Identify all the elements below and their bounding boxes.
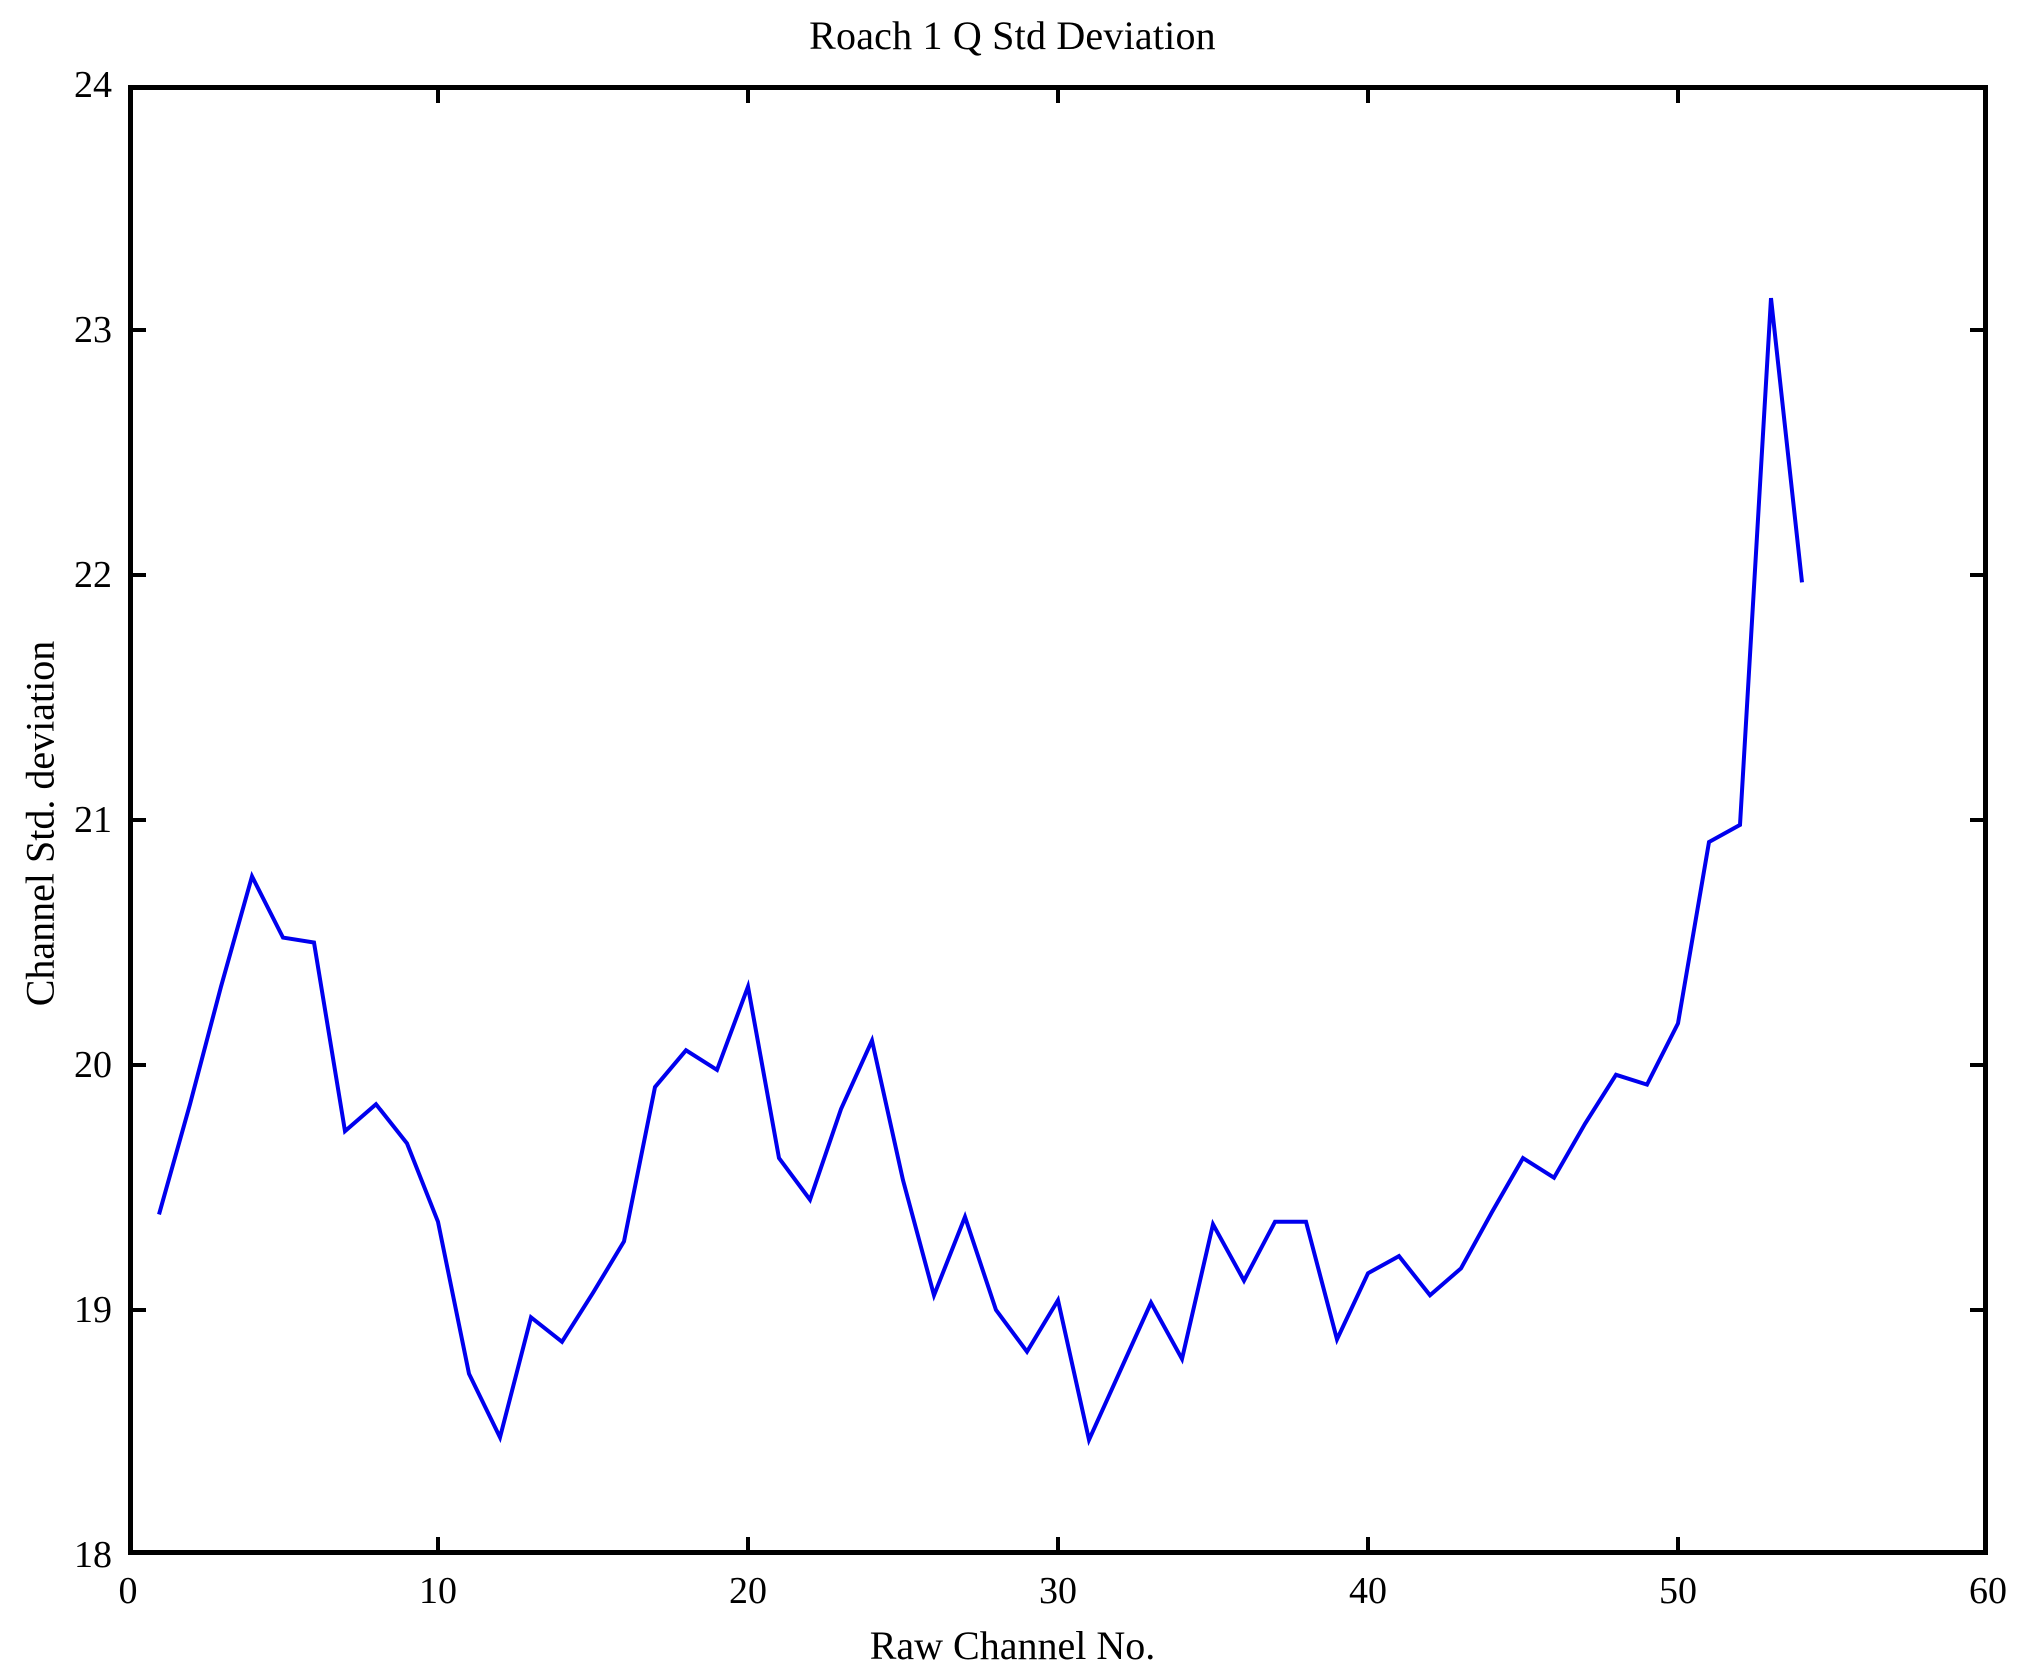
x-axis-tick-label: 20 <box>729 1570 767 1612</box>
page-title: Roach 1 Q Std Deviation <box>809 13 1216 58</box>
x-axis-tick-label: 0 <box>118 1570 138 1612</box>
x-axis-tick-labels: 0 10 20 30 40 50 60 <box>0 1572 2025 1632</box>
x-axis-tick-label: 10 <box>419 1570 457 1612</box>
y-axis-tick-labels: 18 19 20 21 22 23 24 <box>0 0 112 1671</box>
x-axis-tick-label: 60 <box>1969 1570 2007 1612</box>
plot-svg <box>128 85 1988 1555</box>
y-axis-tick-label: 22 <box>74 554 112 596</box>
axis-ticks <box>128 85 1988 1555</box>
y-axis-tick-label: 18 <box>74 1534 112 1576</box>
y-axis-tick-label: 19 <box>74 1289 112 1331</box>
x-axis-tick-label: 30 <box>1039 1570 1077 1612</box>
y-axis-tick-label: 23 <box>74 309 112 351</box>
data-series-line <box>157 297 1804 1447</box>
y-axis-tick-label: 20 <box>74 1044 112 1086</box>
y-axis-tick-label: 21 <box>74 799 112 841</box>
plot-area <box>128 85 1988 1555</box>
axis-frame <box>128 85 1988 1555</box>
y-axis-tick-label: 24 <box>74 64 112 106</box>
x-axis-label: Raw Channel No. <box>869 1623 1156 1668</box>
x-axis-tick-label: 50 <box>1659 1570 1697 1612</box>
x-axis-tick-label: 40 <box>1349 1570 1387 1612</box>
